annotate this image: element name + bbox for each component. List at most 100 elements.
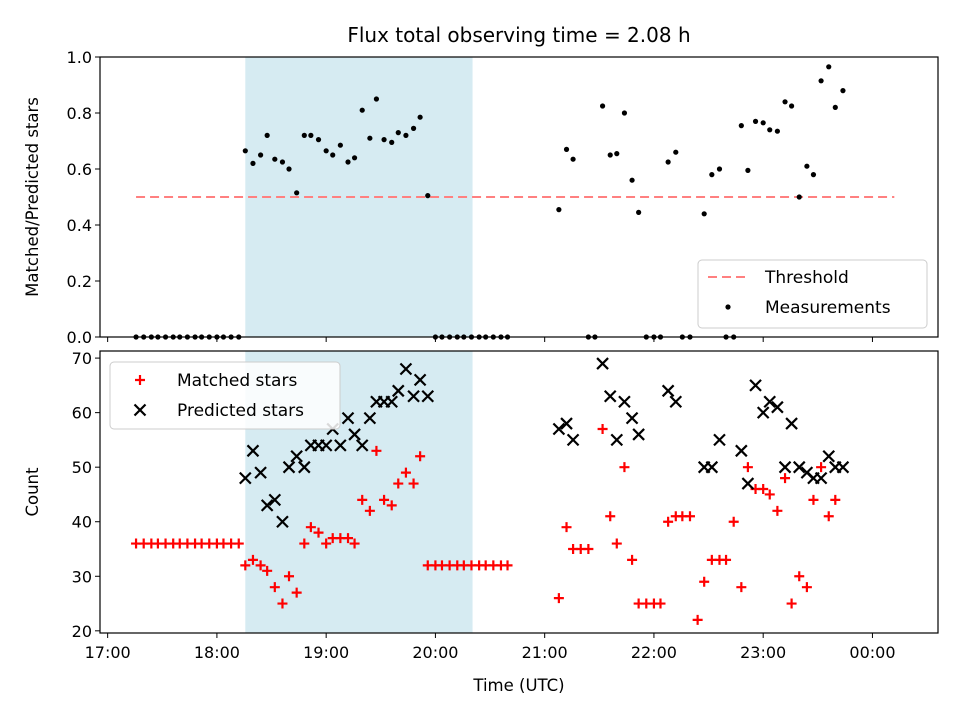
matched-stars-point <box>371 445 382 456</box>
measurements-point <box>607 152 613 158</box>
legend-predicted-label: Predicted stars <box>177 401 304 421</box>
count-points <box>131 357 850 625</box>
matched-stars-point <box>758 484 769 494</box>
ratio-panel: 0.0 0.2 0.4 0.6 0.8 1.0 Matched/Predicted sta… <box>23 48 939 347</box>
predicted-stars-point <box>785 417 798 430</box>
predicted-stars-point <box>632 428 645 441</box>
measurements-point <box>395 130 401 136</box>
predicted-stars-point <box>552 422 566 436</box>
bottom-y-ticks: 20 30 40 50 60 70 <box>72 349 100 641</box>
predicted-stars-point <box>348 428 361 441</box>
measurements-point <box>417 114 423 120</box>
bottom-y-axis-label: Count <box>23 467 42 517</box>
predicted-stars-point <box>355 439 369 452</box>
predicted-stars-point <box>822 449 836 463</box>
predicted-stars-point <box>276 515 289 529</box>
measurements-point <box>258 152 264 158</box>
measurements-point <box>796 194 802 200</box>
y-tick-label: 30 <box>72 567 92 586</box>
predicted-stars-point <box>391 384 405 398</box>
matched-stars-point <box>299 538 310 549</box>
legend-box <box>697 259 928 329</box>
y-tick-label: 0.4 <box>67 216 92 235</box>
measurements-point <box>788 103 795 109</box>
legend-measurements-label: Measurements <box>765 298 891 318</box>
predicted-stars-point <box>792 460 806 474</box>
measurements-point <box>323 148 329 154</box>
x-tick-label: 19:00 <box>303 643 349 662</box>
measurements-point <box>738 123 744 129</box>
predicted-stars-point <box>413 373 427 387</box>
top-plot-frame <box>99 56 939 338</box>
matched-stars-point <box>393 478 404 489</box>
measurements-point <box>315 137 322 143</box>
matched-stars-point <box>321 538 332 549</box>
predicted-stars-point <box>814 471 828 485</box>
x-tick-label: 20:00 <box>412 643 458 662</box>
x-tick-label: 22:00 <box>631 643 677 662</box>
predicted-stars-point <box>735 444 748 458</box>
measurements-point <box>337 142 343 148</box>
predicted-stars-point <box>319 439 333 452</box>
matched-stars-point <box>801 582 812 593</box>
predicted-stars-point <box>566 433 580 447</box>
x-tick-label: 23:00 <box>740 643 786 662</box>
y-tick-label: 20 <box>72 622 92 641</box>
matched-stars-point <box>772 505 783 516</box>
predicted-stars-point <box>756 406 770 419</box>
matched-stars-point <box>684 511 695 522</box>
measurements-point <box>629 177 635 183</box>
matched-stars-point <box>386 500 397 511</box>
matched-stars-point <box>357 494 368 505</box>
predicted-stars-point <box>334 439 347 452</box>
measurements-point <box>242 148 248 154</box>
matched-stars-point <box>627 554 638 565</box>
matched-stars-point <box>305 522 316 533</box>
measurements-point <box>570 156 576 162</box>
predicted-stars-point <box>407 389 420 403</box>
predicted-stars-point <box>385 395 398 409</box>
y-tick-label: 70 <box>72 349 92 368</box>
matched-stars-point <box>794 571 805 582</box>
top-y-axis-label: Matched/Predicted stars <box>23 97 42 297</box>
predicted-stars-point <box>560 417 573 430</box>
matched-stars-point <box>269 582 280 593</box>
measurements-point <box>709 172 715 178</box>
chart-title: Flux total observing time = 2.08 h <box>347 23 690 47</box>
measurements-point <box>826 64 832 70</box>
measurements-point <box>636 209 642 215</box>
predicted-stars-point <box>763 395 777 409</box>
measurements-point <box>599 103 606 109</box>
matched-stars-point <box>655 598 666 609</box>
predicted-stars-point <box>341 411 355 425</box>
predicted-stars-point <box>399 362 413 376</box>
measurements-point <box>367 135 373 141</box>
predicted-stars-point <box>749 379 762 392</box>
measurements-point <box>774 128 780 134</box>
matched-stars-point <box>255 560 266 571</box>
predicted-stars-point <box>596 357 609 370</box>
matched-stars-point <box>240 560 251 571</box>
matched-stars-point <box>808 494 819 505</box>
predicted-stars-point <box>603 389 617 403</box>
x-tick-label: 00:00 <box>849 643 895 662</box>
predicted-stars-point <box>298 460 311 474</box>
predicted-stars-point <box>661 384 675 398</box>
legend-matched-swatch <box>135 375 145 385</box>
matched-stars-point <box>349 538 360 549</box>
y-tick-label: 0.8 <box>67 104 92 123</box>
matched-stars-point <box>611 538 622 549</box>
matched-stars-point <box>408 478 419 489</box>
predicted-stars-point <box>610 433 624 447</box>
legend-box <box>109 361 341 430</box>
matched-stars-point <box>692 614 703 625</box>
matched-stars-point <box>816 462 827 473</box>
measurements-point <box>381 137 387 143</box>
measurements-point <box>272 156 278 162</box>
top-legend: Threshold Measurements <box>697 259 928 329</box>
y-tick-label: 1.0 <box>67 48 92 67</box>
measurements-point <box>308 132 314 138</box>
measurements-point <box>665 159 671 165</box>
x-axis-label: Time (UTC) <box>472 676 564 695</box>
predicted-stars-point <box>741 477 755 490</box>
